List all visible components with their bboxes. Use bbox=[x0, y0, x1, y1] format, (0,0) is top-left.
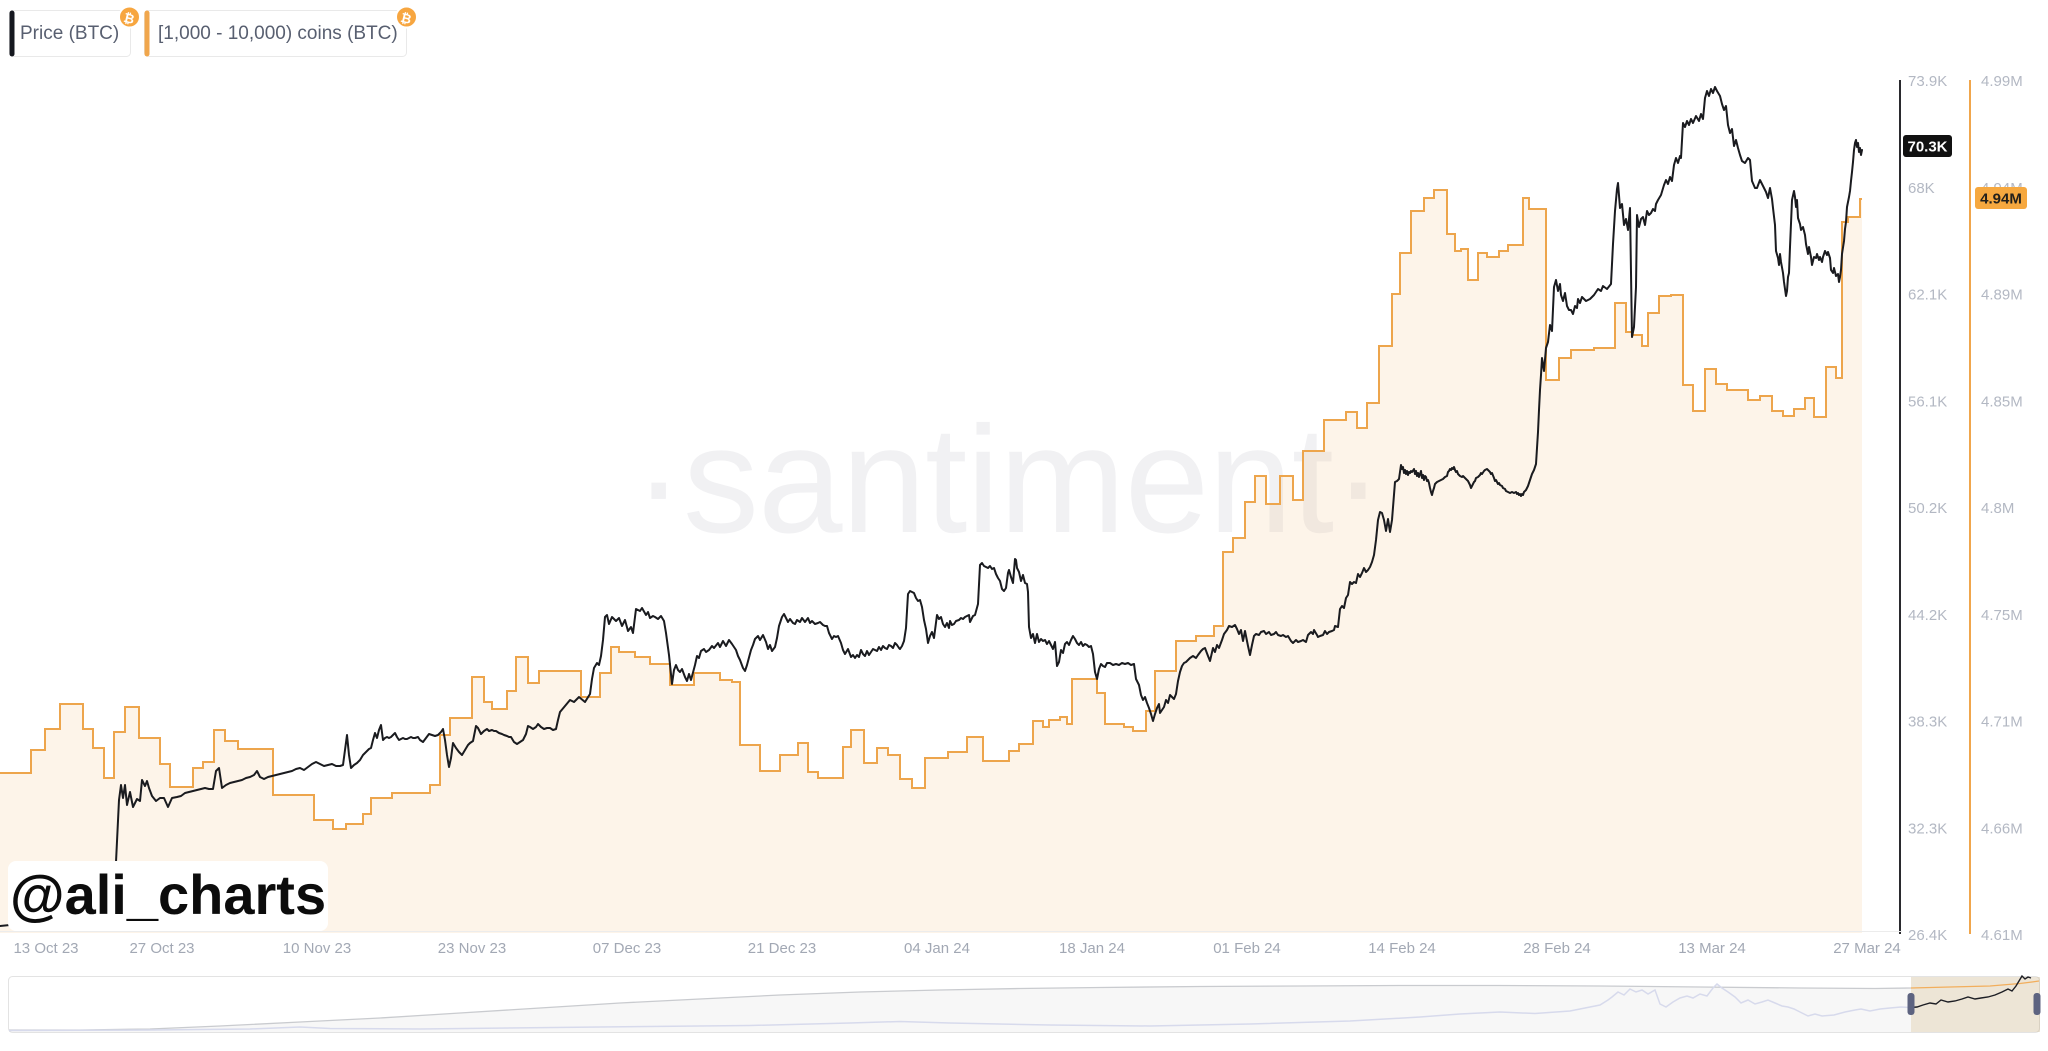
svg-text:4.8M: 4.8M bbox=[1981, 500, 2014, 517]
svg-text:13 Oct 23: 13 Oct 23 bbox=[13, 940, 78, 957]
svg-text:07 Dec 23: 07 Dec 23 bbox=[593, 940, 661, 957]
svg-text:70.3K: 70.3K bbox=[1907, 139, 1947, 156]
svg-text:Price (BTC): Price (BTC) bbox=[20, 23, 119, 44]
svg-text:62.1K: 62.1K bbox=[1908, 287, 1947, 304]
svg-text:18 Jan 24: 18 Jan 24 bbox=[1059, 940, 1125, 957]
svg-text:27 Mar 24: 27 Mar 24 bbox=[1833, 940, 1901, 957]
svg-text:32.3K: 32.3K bbox=[1908, 820, 1947, 837]
svg-text:56.1K: 56.1K bbox=[1908, 393, 1947, 410]
svg-text:4.85M: 4.85M bbox=[1981, 393, 2023, 410]
svg-text:13 Mar 24: 13 Mar 24 bbox=[1678, 940, 1746, 957]
svg-text:[1,000 - 10,000) coins (BTC): [1,000 - 10,000) coins (BTC) bbox=[158, 23, 398, 44]
svg-text:27 Oct 23: 27 Oct 23 bbox=[129, 940, 194, 957]
svg-text:4.71M: 4.71M bbox=[1981, 714, 2023, 731]
svg-text:38.3K: 38.3K bbox=[1908, 714, 1947, 731]
svg-text:23 Nov 23: 23 Nov 23 bbox=[438, 940, 506, 957]
svg-text:4.94M: 4.94M bbox=[1980, 191, 2022, 208]
svg-text:₿: ₿ bbox=[122, 10, 136, 27]
svg-text:26.4K: 26.4K bbox=[1908, 927, 1947, 944]
svg-text:68K: 68K bbox=[1908, 180, 1935, 197]
svg-text:4.89M: 4.89M bbox=[1981, 287, 2023, 304]
svg-text:₿: ₿ bbox=[399, 10, 413, 27]
svg-text:44.2K: 44.2K bbox=[1908, 607, 1947, 624]
svg-text:@ali_charts: @ali_charts bbox=[10, 863, 326, 926]
svg-text:4.61M: 4.61M bbox=[1981, 927, 2023, 944]
svg-text:14 Feb 24: 14 Feb 24 bbox=[1368, 940, 1436, 957]
svg-text:10 Nov 23: 10 Nov 23 bbox=[283, 940, 351, 957]
svg-text:4.66M: 4.66M bbox=[1981, 820, 2023, 837]
svg-text:4.99M: 4.99M bbox=[1981, 73, 2023, 90]
svg-text:28 Feb 24: 28 Feb 24 bbox=[1523, 940, 1591, 957]
svg-text:01 Feb 24: 01 Feb 24 bbox=[1213, 940, 1281, 957]
svg-text:4.75M: 4.75M bbox=[1981, 607, 2023, 624]
svg-text:50.2K: 50.2K bbox=[1908, 500, 1947, 517]
svg-text:04 Jan 24: 04 Jan 24 bbox=[904, 940, 970, 957]
svg-text:21 Dec 23: 21 Dec 23 bbox=[748, 940, 816, 957]
svg-text:·santiment·: ·santiment· bbox=[633, 395, 1382, 565]
svg-text:73.9K: 73.9K bbox=[1908, 73, 1947, 90]
